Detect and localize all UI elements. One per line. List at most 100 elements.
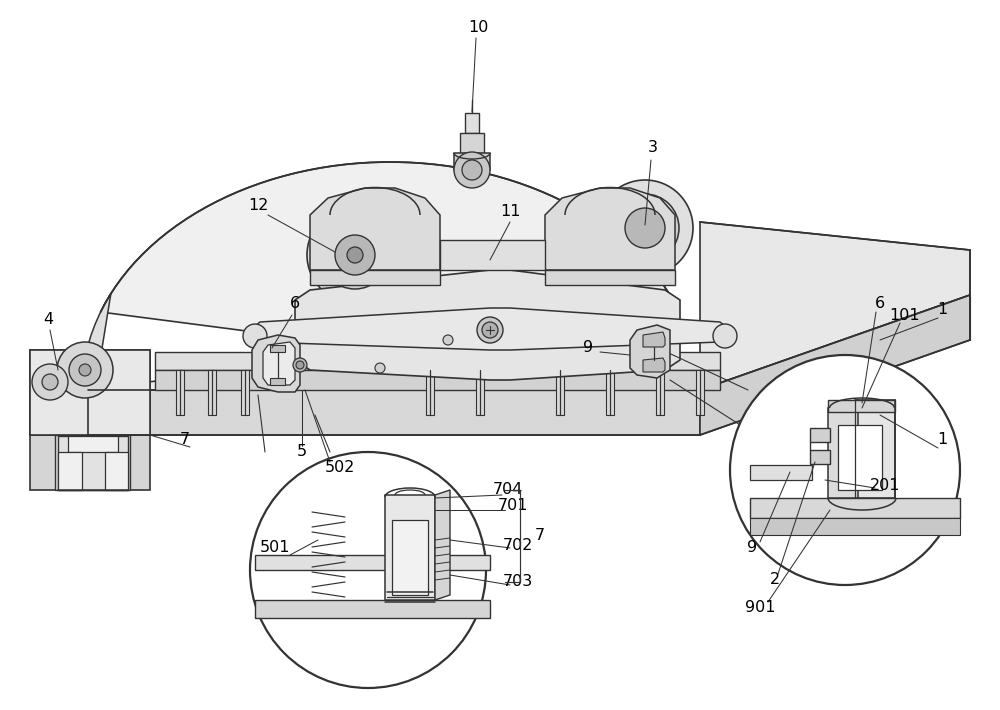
- Text: 9: 9: [747, 540, 757, 555]
- Circle shape: [42, 374, 58, 390]
- Polygon shape: [545, 188, 675, 270]
- Circle shape: [462, 160, 482, 180]
- Circle shape: [730, 355, 960, 585]
- Polygon shape: [82, 294, 111, 435]
- Text: 1: 1: [937, 302, 947, 317]
- Text: 901: 901: [745, 601, 775, 616]
- Circle shape: [375, 363, 385, 373]
- Text: 6: 6: [875, 295, 885, 310]
- Polygon shape: [810, 450, 830, 464]
- Polygon shape: [828, 400, 895, 412]
- Polygon shape: [255, 555, 490, 570]
- Polygon shape: [630, 325, 670, 378]
- Circle shape: [477, 317, 503, 343]
- Text: 703: 703: [503, 574, 533, 589]
- Circle shape: [335, 235, 375, 275]
- Circle shape: [443, 335, 453, 345]
- Polygon shape: [465, 113, 479, 133]
- Polygon shape: [295, 270, 680, 380]
- Polygon shape: [270, 378, 285, 385]
- Text: 702: 702: [503, 537, 533, 552]
- Polygon shape: [58, 436, 128, 490]
- Polygon shape: [606, 370, 614, 415]
- Text: 502: 502: [325, 461, 355, 476]
- Polygon shape: [545, 270, 675, 285]
- Text: 201: 201: [870, 478, 900, 493]
- Polygon shape: [241, 370, 249, 415]
- Polygon shape: [55, 435, 130, 490]
- Text: 7: 7: [535, 528, 545, 542]
- Polygon shape: [460, 133, 484, 153]
- Polygon shape: [656, 370, 664, 415]
- Polygon shape: [385, 495, 435, 600]
- Circle shape: [296, 361, 304, 369]
- Polygon shape: [435, 490, 450, 600]
- Circle shape: [347, 247, 363, 263]
- Text: 7: 7: [180, 432, 190, 447]
- Polygon shape: [454, 153, 490, 170]
- Text: 2: 2: [770, 572, 780, 587]
- Polygon shape: [828, 400, 858, 498]
- Text: 3: 3: [648, 141, 658, 155]
- Polygon shape: [310, 188, 440, 270]
- Polygon shape: [30, 435, 150, 490]
- Circle shape: [250, 452, 486, 688]
- Circle shape: [79, 364, 91, 376]
- Circle shape: [321, 221, 389, 289]
- Text: 704: 704: [493, 483, 523, 498]
- Polygon shape: [155, 352, 720, 370]
- Circle shape: [625, 208, 665, 248]
- Polygon shape: [310, 270, 440, 285]
- Circle shape: [713, 324, 737, 348]
- Circle shape: [32, 364, 68, 400]
- Polygon shape: [58, 452, 82, 490]
- Polygon shape: [556, 370, 564, 415]
- Polygon shape: [750, 498, 960, 518]
- Text: 701: 701: [498, 498, 528, 513]
- Text: 501: 501: [260, 540, 290, 555]
- Text: 11: 11: [500, 204, 520, 219]
- Circle shape: [307, 207, 403, 303]
- Circle shape: [243, 324, 267, 348]
- Polygon shape: [252, 335, 300, 392]
- Polygon shape: [750, 518, 960, 535]
- Polygon shape: [476, 370, 484, 415]
- Text: 9: 9: [583, 341, 593, 356]
- Circle shape: [482, 322, 498, 338]
- Circle shape: [293, 358, 307, 372]
- Polygon shape: [155, 370, 720, 390]
- Text: 1: 1: [937, 432, 947, 447]
- Polygon shape: [838, 425, 882, 490]
- Circle shape: [611, 194, 679, 262]
- Polygon shape: [700, 222, 970, 390]
- Circle shape: [454, 152, 490, 188]
- Polygon shape: [30, 350, 150, 435]
- Polygon shape: [643, 358, 665, 372]
- Text: 5: 5: [297, 444, 307, 459]
- Polygon shape: [392, 520, 428, 595]
- Polygon shape: [88, 162, 700, 390]
- Circle shape: [597, 180, 693, 276]
- Polygon shape: [643, 332, 665, 347]
- Circle shape: [57, 342, 113, 398]
- Polygon shape: [176, 370, 184, 415]
- Polygon shape: [263, 342, 295, 385]
- Polygon shape: [855, 400, 895, 498]
- Polygon shape: [700, 295, 970, 435]
- Text: 6: 6: [290, 295, 300, 310]
- Polygon shape: [250, 308, 730, 350]
- Text: 4: 4: [43, 312, 53, 327]
- Text: 12: 12: [248, 197, 268, 212]
- Polygon shape: [30, 350, 150, 435]
- Polygon shape: [68, 436, 118, 452]
- Text: 101: 101: [890, 307, 920, 322]
- Polygon shape: [810, 428, 830, 442]
- Polygon shape: [696, 370, 704, 415]
- Polygon shape: [426, 370, 434, 415]
- Polygon shape: [750, 465, 812, 480]
- Polygon shape: [208, 370, 216, 415]
- Polygon shape: [255, 600, 490, 618]
- Text: 10: 10: [468, 21, 488, 36]
- Polygon shape: [270, 345, 285, 352]
- Polygon shape: [105, 452, 128, 490]
